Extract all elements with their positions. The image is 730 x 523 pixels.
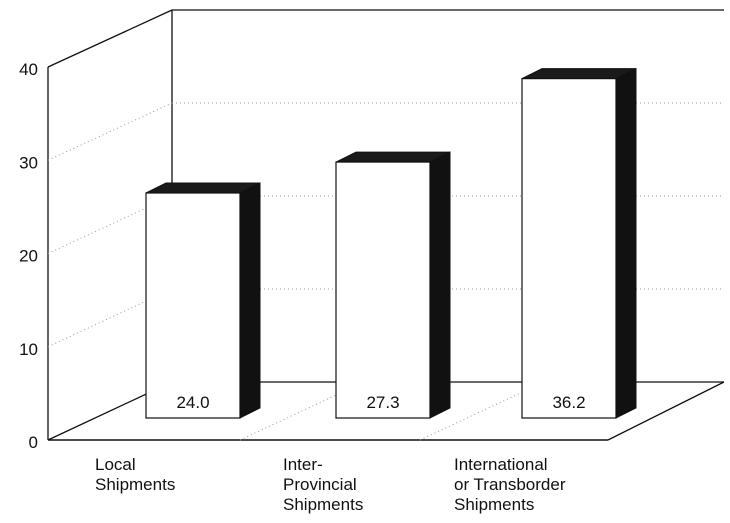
x-category-label-line: or Transborder <box>454 475 566 494</box>
floor-grid-line <box>419 381 545 441</box>
bar: 24.0 <box>145 182 261 419</box>
bar-front-face <box>145 192 241 419</box>
side-gridline <box>47 195 173 254</box>
side-gridline <box>47 288 173 348</box>
bar-side-face <box>615 67 637 419</box>
y-tick-label: 30 <box>19 153 38 172</box>
bar-side-face <box>239 182 261 419</box>
y-tick-label: 0 <box>29 433 38 452</box>
bar-front-face <box>521 78 617 419</box>
bar-front-face <box>335 161 431 419</box>
x-category-label-line: Shipments <box>454 495 534 514</box>
x-category-label-line: Shipments <box>283 495 363 514</box>
x-category-label: International or Transborder Shipments <box>454 455 566 514</box>
bar: 36.2 <box>521 67 637 419</box>
y-tick-label: 20 <box>19 247 38 266</box>
y-tick-label: 40 <box>19 60 38 79</box>
x-category-label-line: Provincial <box>283 475 357 494</box>
bar-value-label: 27.3 <box>366 393 399 412</box>
x-category-label-line: Shipments <box>95 475 175 494</box>
x-category-label-line: Inter- <box>283 455 323 474</box>
bar: 27.3 <box>335 151 451 419</box>
y-tick-label: 10 <box>19 340 38 359</box>
bar-side-face <box>429 151 451 419</box>
bar-value-label: 36.2 <box>552 393 585 412</box>
floor-right-edge <box>607 381 725 441</box>
x-category-label: Inter-Provincial Shipments <box>283 455 363 514</box>
x-category-label: Local Shipments <box>95 455 175 494</box>
left-wall-top-edge <box>47 9 173 68</box>
floor-grid-line <box>239 381 365 441</box>
bar-value-label: 24.0 <box>176 393 209 412</box>
x-category-label-line: Local <box>95 455 136 474</box>
bars: 24.0 27.3 36.2 <box>145 67 637 419</box>
side-gridline <box>47 102 173 161</box>
y-axis-ticks: 0 10 20 30 40 <box>19 60 38 452</box>
x-category-label-line: International <box>454 455 548 474</box>
